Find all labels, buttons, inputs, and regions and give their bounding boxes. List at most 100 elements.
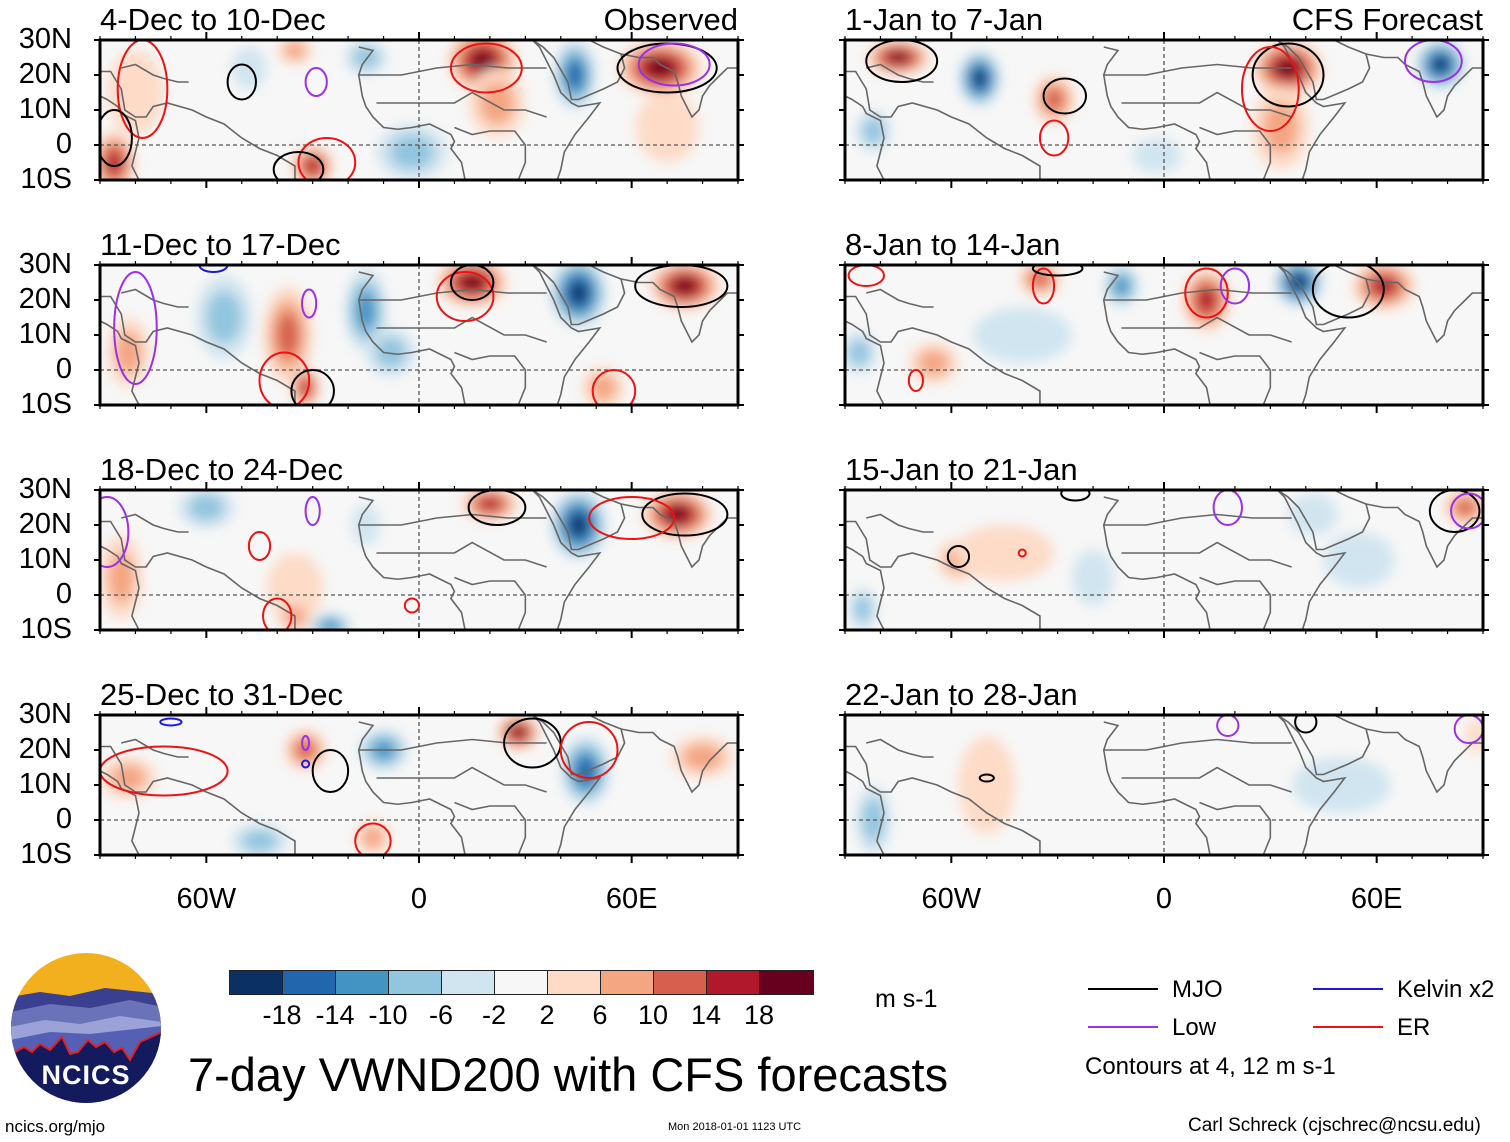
colorbar-label: 18 [743,1000,775,1030]
contour-er [247,531,272,561]
contour-er [559,721,619,779]
colorbar-label: -6 [428,1000,453,1030]
coastline [100,70,296,180]
coastline [1276,265,1371,326]
contour-mjo [467,490,527,526]
anomaly-fill [958,736,1016,834]
coastline [620,728,738,794]
lat-tick-label: 20N [18,283,72,315]
anomaly-fill [479,81,515,125]
colorbar-label: -14 [315,1000,355,1030]
anomaly-fill [570,283,587,303]
lat-tick-label: 10S [20,163,72,195]
coastline [1103,288,1292,301]
coastline [531,490,626,551]
lat-tick-label: 20N [18,58,72,90]
contour-er [1038,119,1070,157]
coastline [121,738,189,758]
coastline [454,126,527,180]
contour-low [301,735,311,751]
coastline [845,520,1041,630]
contour-mjo [634,265,729,308]
map-plot [839,707,1489,863]
colorbar-swatch [495,971,548,994]
contour-mjo [272,151,325,180]
logo-text: NCICS [41,1060,130,1090]
coastline [1365,503,1483,569]
coastline [1103,738,1292,751]
anomaly-fill [1113,276,1130,296]
contour-er [847,265,885,287]
coastline [100,95,140,180]
coastline [1199,576,1272,630]
lat-tick-label: 0 [55,803,72,835]
colorbar-swatch [442,971,495,994]
coastline [845,95,885,180]
coastline [531,40,626,101]
coastline [1103,63,1292,76]
contour-mjo [1251,42,1325,108]
map-plot [839,482,1489,638]
contour-low [637,42,711,87]
contour-mjo [978,773,995,783]
lon-tick-label: 0 [410,883,428,915]
map-plot [94,707,744,863]
panel-title: 8-Jan to 14-Jan [845,227,1061,262]
coastline [1102,721,1211,855]
coastline [383,265,602,405]
contour-low [1219,267,1251,305]
footer-timestamp: Mon 2018-01-01 1123 UTC [668,1121,802,1133]
contour-er [100,745,229,797]
panel-title: 22-Jan to 28-Jan [845,677,1078,712]
contour-mjo [865,40,939,83]
coastline [454,576,527,630]
contour-mjo [946,545,971,568]
contour-mjo [290,369,335,405]
colorbar-swatch [654,971,707,994]
contour-er [591,369,637,405]
anomaly-fill [918,350,949,376]
coastline [1199,126,1272,180]
contour-er [116,40,169,139]
coastline [454,351,527,405]
coastline [531,265,626,326]
contour-low [113,271,158,385]
contour-mjo [226,63,257,101]
contour-low [1216,715,1240,737]
footer-url[interactable]: ncics.org/mjo [5,1117,106,1136]
coastline [1276,40,1371,101]
coastline [866,513,934,533]
legend-swatch-mjo [1088,988,1158,990]
anomaly-fill [352,46,379,69]
contour-mjo [1294,715,1318,734]
anomaly-fill [320,620,340,630]
anomaly-fill [1197,289,1216,311]
coastline [1276,490,1371,551]
contour-er [1184,267,1229,319]
anomaly-fill [1288,493,1338,536]
lat-tick-label: 10S [20,613,72,645]
anomaly-fill [647,60,673,76]
coastline [620,278,738,344]
anomaly-fill [462,275,483,290]
anomaly-fill [206,291,242,344]
coastline [1102,496,1211,630]
lat-tick-label: 0 [55,578,72,610]
anomaly-fill [1071,549,1115,606]
panel-title: 11-Dec to 17-Dec [100,227,341,262]
lat-tick-label: 10S [20,838,72,870]
coastline [1199,351,1272,405]
lon-tick-label: 60E [605,883,658,915]
contour-mjo [641,492,729,537]
contour-low [304,67,328,97]
coastline [1102,46,1211,180]
footer-author: Carl Schreck (cjschrec@ncsu.edu) [1188,1115,1481,1136]
anomaly-fill [1323,532,1395,588]
coastline [866,63,934,83]
anomaly-fill [862,118,885,144]
map-plot [94,32,744,188]
anomaly-fill [390,134,434,170]
coastline [383,40,602,180]
anomaly-fill [276,313,299,357]
panel-title: 4-Dec to 10-Dec [100,2,326,37]
